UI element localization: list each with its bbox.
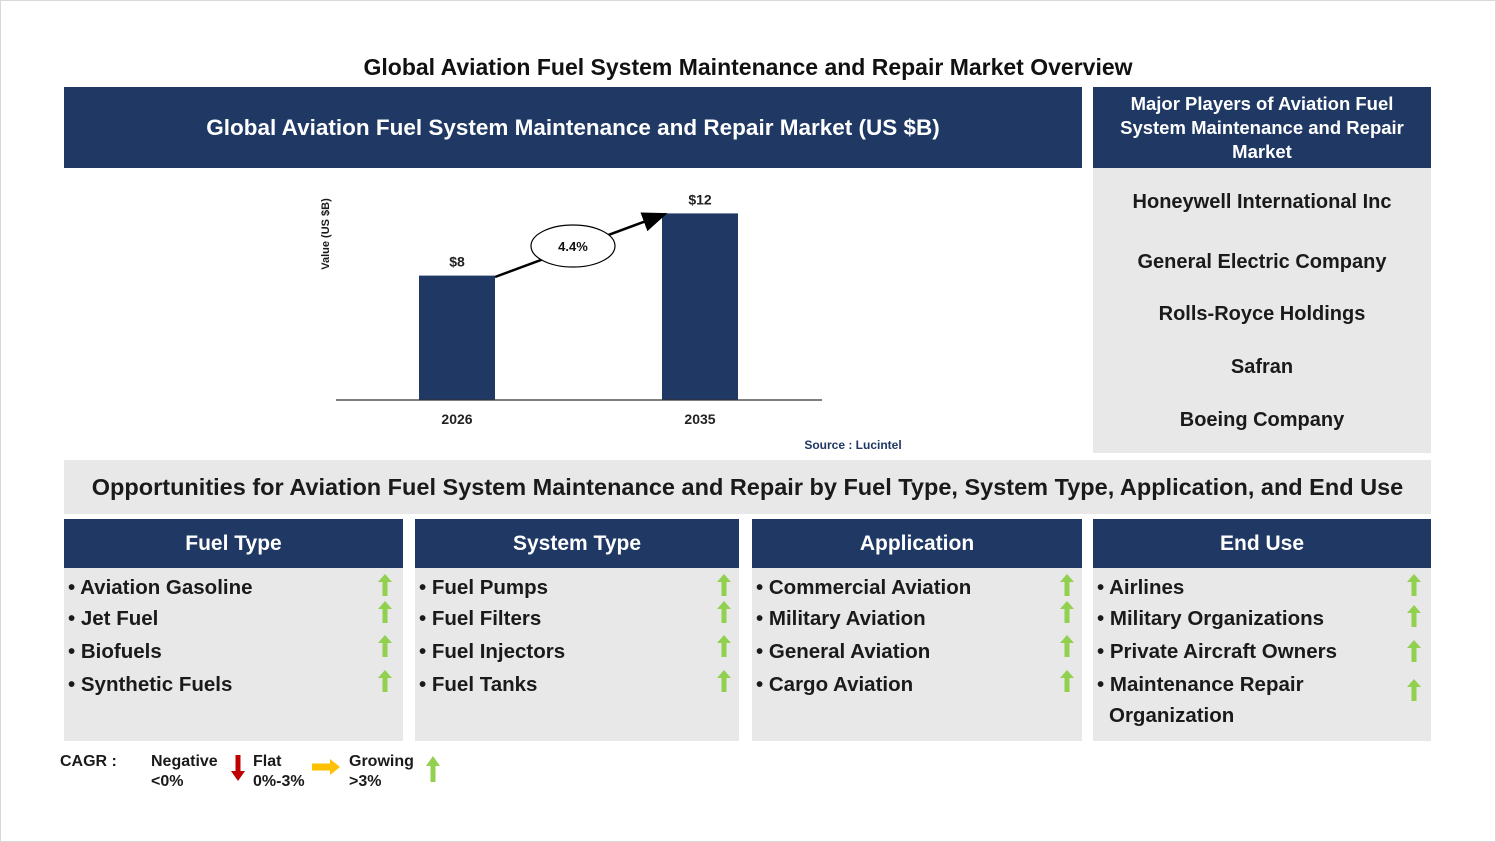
growth-up-arrow-icon <box>378 635 392 657</box>
list-item: • Biofuels <box>68 640 162 663</box>
list-item: • Airlines <box>1097 576 1185 599</box>
growing-up-arrow-icon <box>426 756 440 782</box>
list-item: • General Aviation <box>756 640 931 663</box>
bar-value-label: $12 <box>688 191 712 207</box>
x-tick-label: 2035 <box>684 411 715 427</box>
list-item: • Fuel Tanks <box>419 673 538 696</box>
column-header-fuel-type: Fuel Type <box>64 519 403 568</box>
player-item: Rolls-Royce Holdings <box>1158 303 1366 325</box>
growth-up-arrow-icon <box>378 574 392 596</box>
list-item: • Aviation Gasoline <box>68 576 253 599</box>
flat-right-arrow-icon <box>312 759 340 775</box>
player-item: General Electric Company <box>1137 251 1387 273</box>
list-item: • Synthetic Fuels <box>68 673 233 696</box>
bar-2035 <box>662 213 738 400</box>
source-note: Source : Lucintel <box>804 438 901 452</box>
growth-up-arrow-icon <box>1407 605 1421 627</box>
market-bar-chart: Value (US $B) $8 2026 $12 2035 4.4% Source … <box>320 191 902 452</box>
growth-up-arrow-icon <box>717 635 731 657</box>
list-item: • Fuel Filters <box>419 607 542 630</box>
players-header: Major Players of Aviation Fuel System Ma… <box>1093 87 1431 168</box>
bar-2026 <box>419 275 495 400</box>
player-item: Boeing Company <box>1179 409 1345 431</box>
column-header-system-type: System Type <box>415 519 739 568</box>
list-item: • Military Organizations <box>1097 607 1325 630</box>
list-item: • Commercial Aviation <box>756 576 972 599</box>
list-item: • Jet Fuel <box>68 607 159 630</box>
chart-panel-header: Global Aviation Fuel System Maintenance … <box>64 87 1082 168</box>
negative-down-arrow-icon <box>231 755 245 781</box>
legend-flat-range: 0%-3% <box>253 773 305 790</box>
bar-value-label: $8 <box>449 254 465 270</box>
list-item: • Private Aircraft Owners <box>1097 640 1337 663</box>
column-header-application: Application <box>752 519 1082 568</box>
growth-up-arrow-icon <box>378 670 392 692</box>
growth-up-arrow-icon <box>717 574 731 596</box>
growth-up-arrow-icon <box>1060 574 1074 596</box>
column-body-application: • Commercial Aviation • Military Aviatio… <box>752 568 1082 741</box>
growth-up-arrow-icon <box>1060 670 1074 692</box>
legend-flat-name: Flat <box>253 753 282 770</box>
legend-growing-name: Growing <box>349 753 414 770</box>
list-item: • Cargo Aviation <box>756 673 914 696</box>
column-body-system-type: • Fuel Pumps • Fuel Filters • Fuel Injec… <box>415 568 739 741</box>
legend-growing-range: >3% <box>349 773 382 790</box>
list-item: • Maintenance Repair <box>1097 673 1304 696</box>
growth-up-arrow-icon <box>1407 640 1421 662</box>
cagr-label: 4.4% <box>558 239 588 254</box>
list-item: • Fuel Pumps <box>419 576 549 599</box>
list-item-continuation: Organization <box>1109 704 1235 727</box>
legend-negative: Negative <0% <box>151 752 218 792</box>
legend-label: CAGR : <box>60 753 117 770</box>
list-item: • Military Aviation <box>756 607 926 630</box>
growth-up-arrow-icon <box>717 601 731 623</box>
bars-layer: $8 2026 $12 2035 <box>419 191 738 427</box>
cagr-bubble <box>530 224 616 268</box>
growth-up-arrow-icon <box>1407 574 1421 596</box>
growth-up-arrow-icon <box>1060 635 1074 657</box>
column-body-fuel-type: • Aviation Gasoline • Jet Fuel • Biofuel… <box>64 568 403 741</box>
growth-up-arrow-icon <box>1407 679 1421 701</box>
player-item: Safran <box>1230 356 1294 378</box>
player-item: Honeywell International Inc <box>1132 191 1392 213</box>
legend-flat: Flat 0%-3% <box>253 752 305 792</box>
y-axis-label: Value (US $B) <box>320 198 332 270</box>
legend-growing: Growing >3% <box>349 752 414 792</box>
x-tick-label: 2026 <box>441 411 472 427</box>
opportunities-title: Opportunities for Aviation Fuel System M… <box>64 460 1431 514</box>
growth-up-arrow-icon <box>378 601 392 623</box>
players-panel <box>1093 168 1431 453</box>
list-item: • Fuel Injectors <box>419 640 566 663</box>
growth-up-arrow-icon <box>717 670 731 692</box>
column-body-end-use: • Airlines • Military Organizations • Pr… <box>1093 568 1431 741</box>
growth-up-arrow-icon <box>1060 601 1074 623</box>
page-title: Global Aviation Fuel System Maintenance … <box>363 54 1133 80</box>
legend-negative-range: <0% <box>151 773 184 790</box>
column-header-end-use: End Use <box>1093 519 1431 568</box>
legend-negative-name: Negative <box>151 753 218 770</box>
